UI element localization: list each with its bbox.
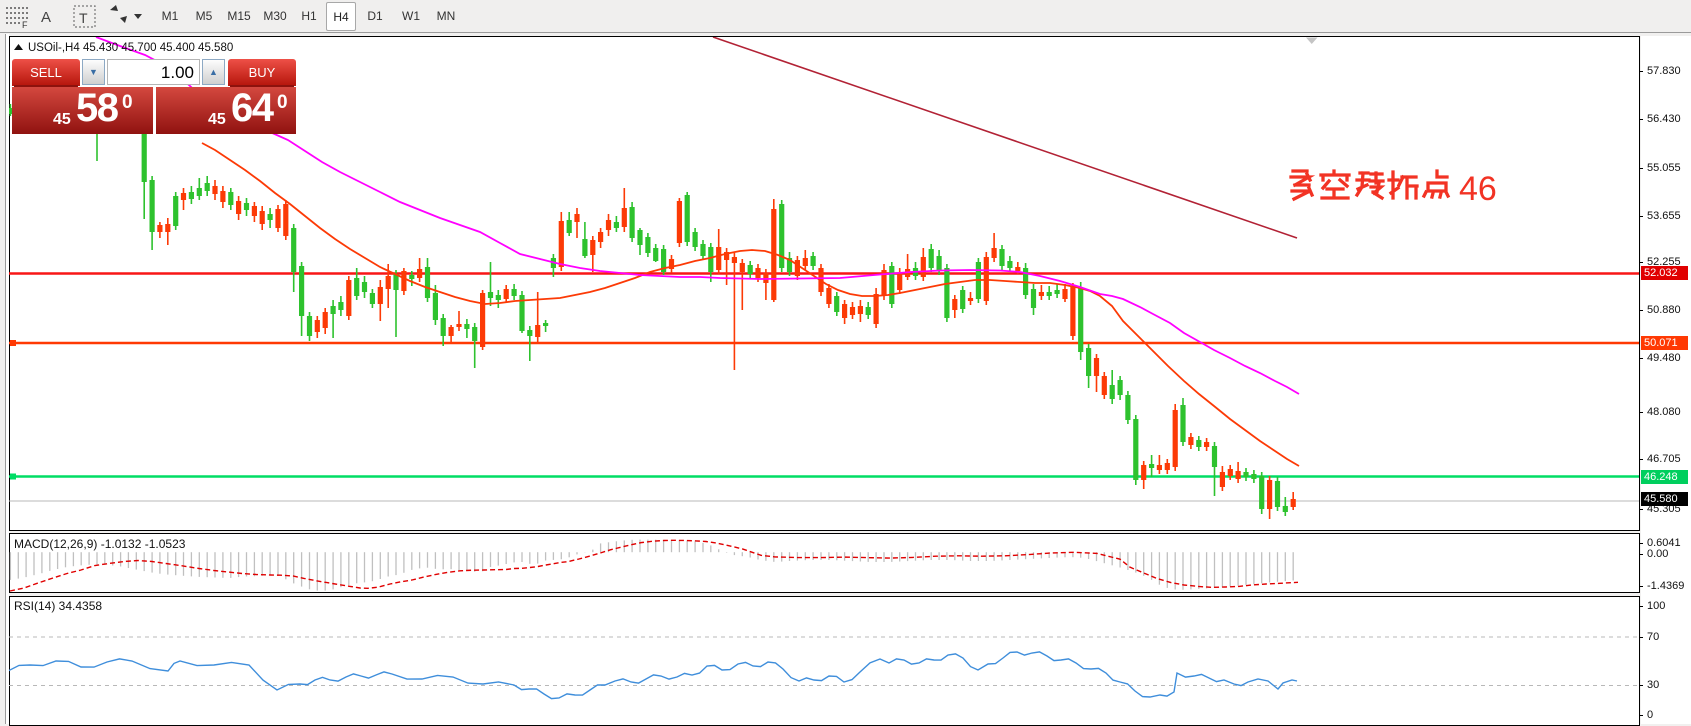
svg-text:T: T xyxy=(79,10,88,26)
svg-text:USOil-,H4 45.430 45.700 45.40: USOil-,H4 45.430 45.700 45.400 45.580 xyxy=(28,42,233,54)
svg-text:MACD(12,26,9) -1.0132 -1.0523: MACD(12,26,9) -1.0132 -1.0523 xyxy=(14,537,186,551)
svg-text:F: F xyxy=(22,20,28,30)
svg-text:A: A xyxy=(41,9,51,26)
svg-text:46: 46 xyxy=(1459,170,1497,208)
svg-text:RSI(14) 34.4358: RSI(14) 34.4358 xyxy=(14,599,102,613)
